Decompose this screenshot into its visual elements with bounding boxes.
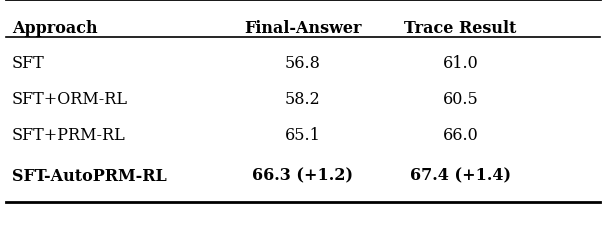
Text: 67.4 (+1.4): 67.4 (+1.4) <box>410 167 511 184</box>
Text: 60.5: 60.5 <box>443 90 478 108</box>
Text: 58.2: 58.2 <box>285 90 321 108</box>
Text: Final-Answer: Final-Answer <box>244 20 362 37</box>
Text: SFT: SFT <box>12 54 45 72</box>
Text: 61.0: 61.0 <box>443 54 478 72</box>
Text: 66.0: 66.0 <box>443 126 478 144</box>
Text: 66.3 (+1.2): 66.3 (+1.2) <box>253 167 353 184</box>
Text: 65.1: 65.1 <box>285 126 321 144</box>
Text: SFT+ORM-RL: SFT+ORM-RL <box>12 90 128 108</box>
Text: Approach: Approach <box>12 20 98 37</box>
Text: SFT-AutoPRM-RL: SFT-AutoPRM-RL <box>12 167 167 184</box>
Text: SFT+PRM-RL: SFT+PRM-RL <box>12 126 126 144</box>
Text: 56.8: 56.8 <box>285 54 321 72</box>
Text: Trace Result: Trace Result <box>404 20 517 37</box>
